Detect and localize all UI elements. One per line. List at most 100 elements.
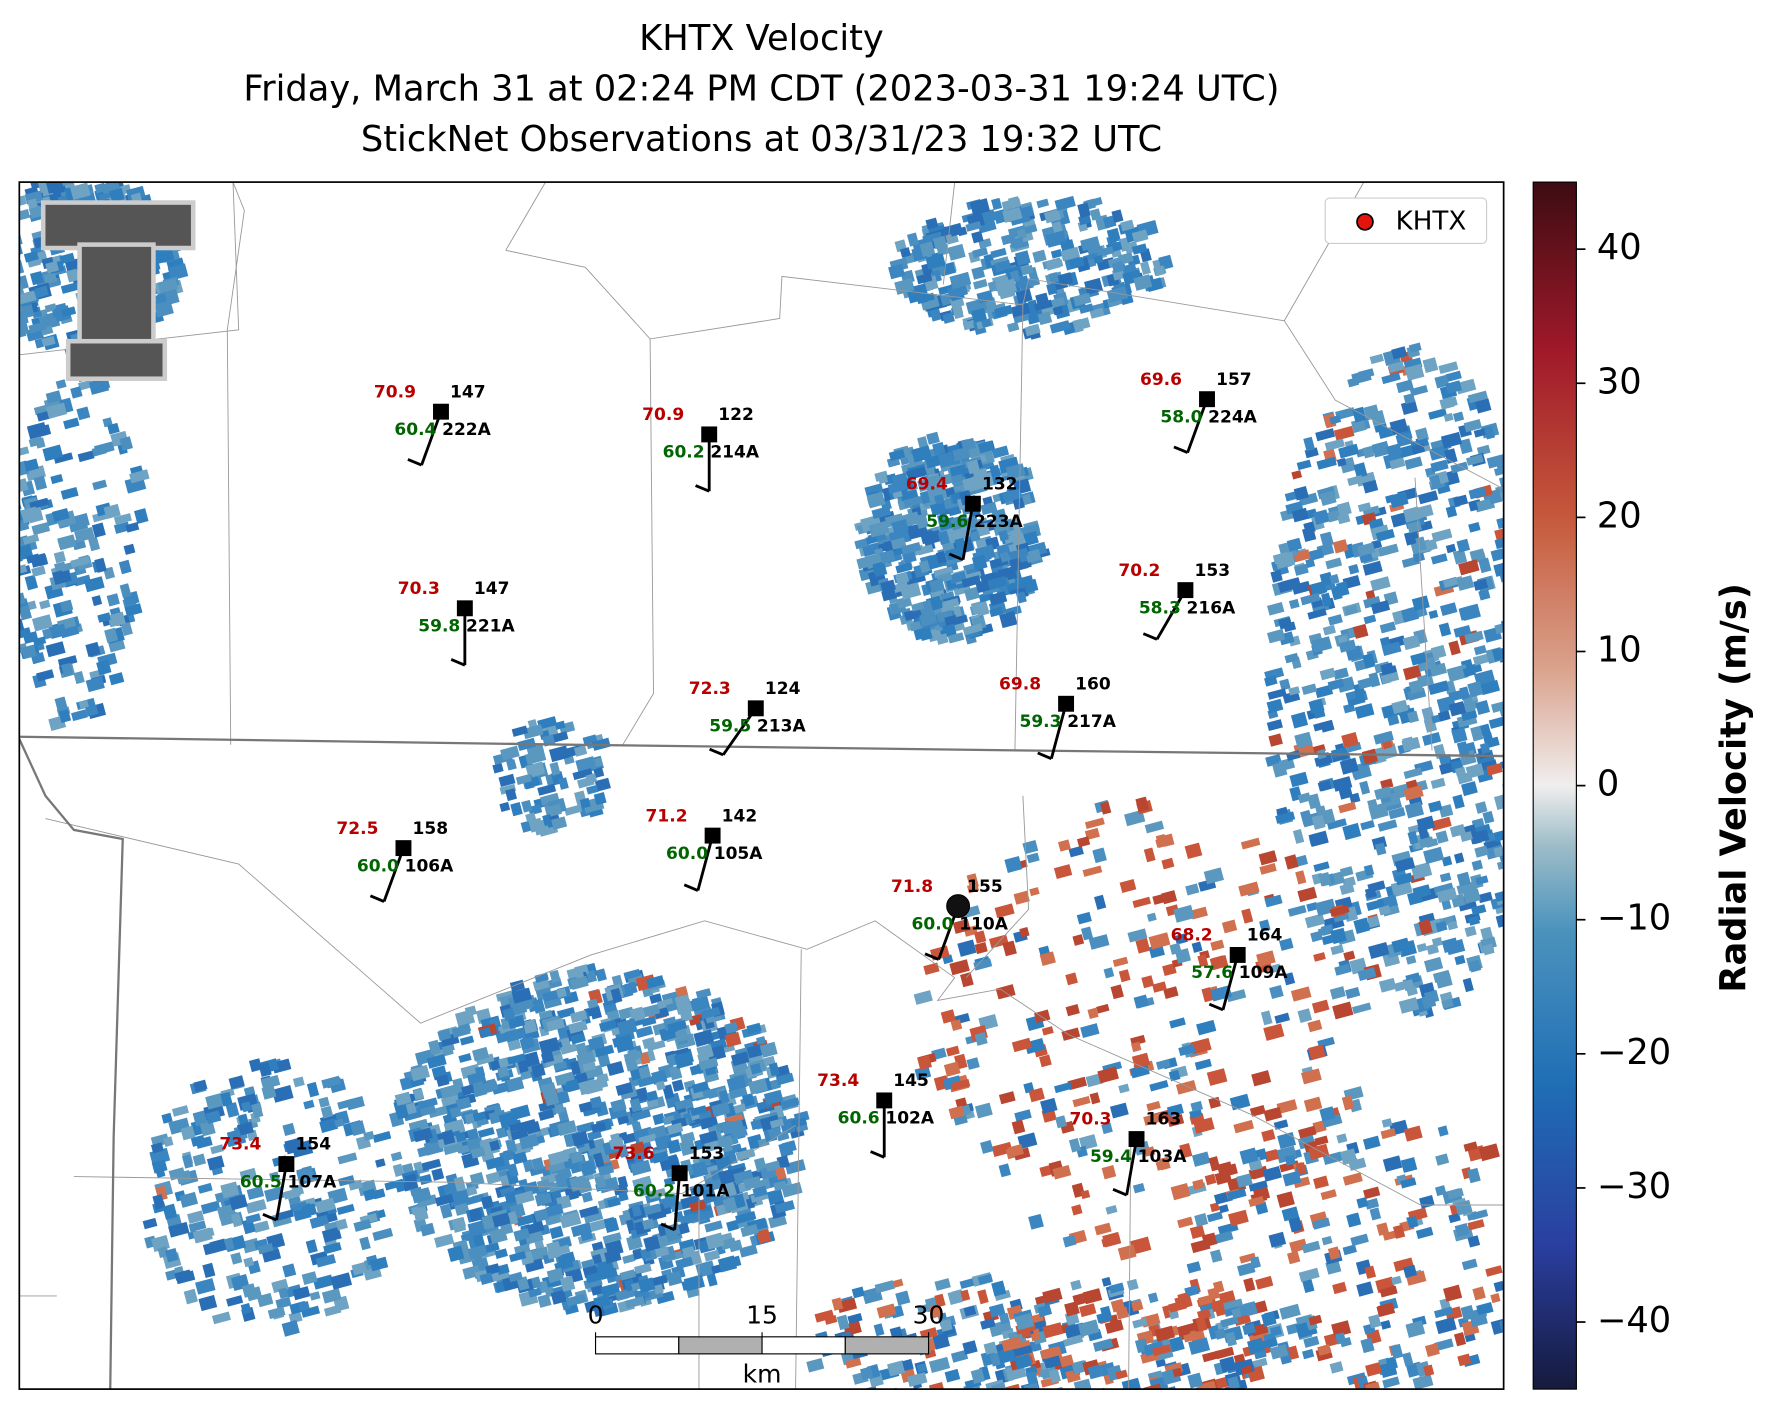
radar-echoes: [0, 182, 1526, 1403]
echo-gate: [1410, 652, 1427, 666]
echo-gate: [245, 1198, 267, 1214]
echo-gate: [1118, 969, 1131, 983]
echo-gate: [739, 1244, 758, 1258]
echo-gate: [1308, 1044, 1326, 1061]
temperature: 72.5: [336, 819, 378, 839]
echo-gate: [1, 218, 14, 230]
echo-gate: [168, 1167, 186, 1181]
echo-gate: [1119, 879, 1137, 893]
station-id: 213A: [757, 717, 807, 737]
echo-gate: [1105, 1204, 1118, 1215]
echo-gate: [585, 1270, 606, 1284]
echo-gate: [269, 1171, 280, 1182]
echo-gate: [1461, 1258, 1478, 1271]
echo-gate: [1490, 1293, 1501, 1304]
echo-gate: [876, 1303, 897, 1319]
echo-gate: [950, 1078, 971, 1091]
echo-gate: [572, 768, 593, 781]
echo-gate: [913, 990, 933, 1005]
echo-gate: [1293, 563, 1309, 576]
echo-gate: [473, 1086, 488, 1098]
echo-gate: [1193, 1117, 1215, 1134]
echo-gate: [989, 464, 1001, 478]
station-marker: [456, 600, 473, 617]
station-marker: [278, 1156, 295, 1173]
echo-gate: [258, 1061, 272, 1078]
echo-gate: [1264, 675, 1278, 687]
echo-gate: [1118, 1083, 1130, 1094]
echo-gate: [282, 1122, 296, 1137]
echo-gate: [521, 799, 533, 813]
echo-gate: [39, 599, 51, 610]
echo-gate: [1491, 701, 1504, 713]
echo-gate: [1319, 490, 1337, 506]
echo-gate: [1174, 933, 1188, 945]
echo-gate: [1445, 380, 1462, 394]
echo-gate: [1087, 1007, 1099, 1020]
echo-gate: [1112, 956, 1129, 968]
echo-gate: [1133, 274, 1153, 291]
echo-gate: [1195, 1317, 1208, 1332]
echo-gate: [1370, 600, 1391, 615]
echo-gate: [0, 293, 8, 303]
echo-gate: [1076, 911, 1092, 925]
echo-gate: [1276, 1191, 1295, 1209]
echo-gate: [533, 1208, 549, 1223]
echo-gate: [5, 308, 18, 319]
echo-gate: [1341, 1095, 1355, 1111]
echo-gate: [1476, 1302, 1494, 1316]
echo-gate: [413, 1088, 425, 1101]
echo-gate: [470, 1146, 486, 1159]
echo-gate: [1357, 677, 1373, 690]
echo-gate: [1508, 628, 1523, 644]
station-id: 106A: [405, 856, 455, 876]
echo-gate: [537, 716, 558, 730]
echo-gate: [954, 1396, 970, 1403]
echo-gate: [1493, 466, 1504, 477]
echo-gate: [768, 1214, 788, 1229]
echo-gate: [226, 1295, 244, 1307]
echo-gate: [1125, 1393, 1138, 1403]
colorbar-tick-label: 0: [1597, 764, 1619, 805]
echo-gate: [237, 1113, 249, 1126]
echo-gate: [63, 417, 80, 430]
echo-gate: [1077, 202, 1091, 218]
radar-site: [946, 894, 971, 919]
echo-gate: [1295, 870, 1307, 885]
echo-gate: [59, 252, 75, 264]
echo-gate: [1190, 906, 1208, 920]
echo-gate: [419, 1222, 436, 1237]
dewpoint: 60.0: [912, 914, 954, 934]
echo-gate: [319, 1117, 339, 1133]
echo-gate: [667, 1019, 688, 1033]
echo-gate: [492, 762, 504, 774]
echo-gate: [648, 1187, 667, 1200]
echo-gate: [534, 972, 549, 983]
echo-gate: [611, 974, 623, 987]
echo-gate: [1207, 1287, 1221, 1301]
echo-gate: [774, 1200, 795, 1214]
echo-gate: [1183, 1330, 1203, 1343]
echo-gate: [1488, 715, 1504, 729]
echo-gate: [545, 1203, 564, 1218]
echo-gate: [1438, 804, 1454, 818]
echo-gate: [439, 1203, 453, 1219]
scale-tick-label: 0: [588, 1300, 604, 1329]
echo-gate: [467, 1244, 488, 1260]
echo-gate: [1058, 839, 1071, 852]
echo-gate: [1131, 229, 1149, 243]
echo-gate: [1512, 589, 1526, 605]
echo-gate: [1338, 801, 1357, 814]
scale-segment: [761, 1336, 846, 1355]
echo-gate: [1361, 748, 1378, 765]
echo-gate: [1387, 714, 1400, 726]
echo-gate: [1486, 762, 1503, 776]
dewpoint: 60.5: [240, 1172, 282, 1192]
echo-gate: [230, 1252, 243, 1265]
echo-gate: [1040, 1347, 1057, 1360]
echo-gate: [28, 205, 43, 219]
echo-gate: [1169, 1393, 1184, 1403]
echo-gate: [104, 627, 119, 643]
echo-gate: [1077, 1319, 1100, 1337]
